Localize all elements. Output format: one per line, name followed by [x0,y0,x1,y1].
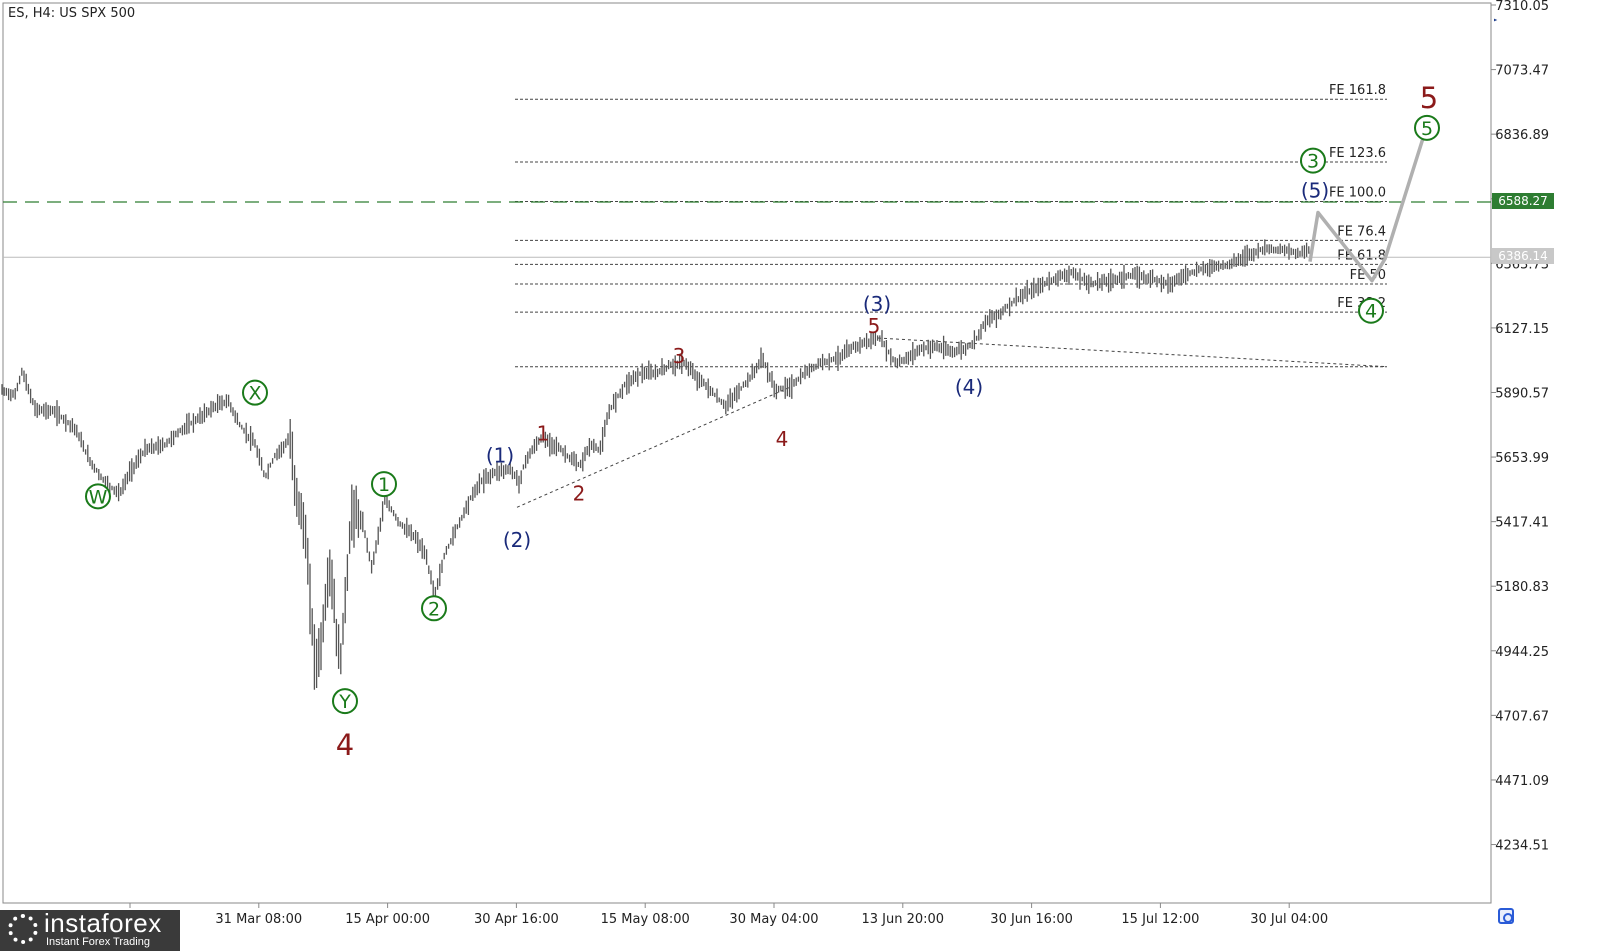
y-tick-label: 4944.25 [1495,645,1549,660]
y-tick-label: 6836.89 [1495,128,1549,143]
price-bars [1,239,1310,690]
current-price-value: 6386.14 [1498,249,1548,263]
trade-panel-icon[interactable]: t T [1494,12,1522,46]
wave-label: 2 [573,482,586,506]
wave-label-circled: 1 [371,471,397,498]
instaforex-logo: instaforex Instant Forex Trading [0,908,180,951]
x-tick-label: 15 Apr 00:00 [345,912,430,927]
green-level-tag [1492,193,1554,209]
fib-label: FE 76.4 [1337,224,1386,239]
wave-label: (4) [955,375,983,399]
x-tick-label: 31 Mar 08:00 [215,912,302,927]
wave-label-text: W [89,486,108,508]
plot-area [2,2,1492,904]
wave-label-circled: Y [332,688,358,715]
wave-label: 4 [776,427,789,451]
green-level-value: 6588.27 [1498,194,1548,208]
chart-settings-icon[interactable] [1498,908,1514,924]
y-tick-label: 5653.99 [1495,451,1549,466]
fib-label: FE 100.0 [1329,186,1386,201]
wave-projection [1308,121,1430,283]
trend-lines [516,337,1388,508]
fib-label: FE 61.8 [1337,248,1386,263]
fib-levels: FE 161.8FE 123.6FE 100.0FE 76.4FE 61.8FE… [515,83,1387,368]
y-tick-label: 4234.51 [1495,839,1549,854]
x-tick-label: 30 Jul 04:00 [1250,912,1328,927]
wave-circle [242,379,268,406]
wave-label: 5 [868,314,881,338]
chart-title: ES, H4: US SPX 500 [8,6,135,21]
wave-label-circled: X [242,379,268,406]
channel-line [877,337,1388,368]
price-markers: 6588.27 6386.14 [1492,193,1554,264]
wave-label: (3) [863,292,891,316]
y-tick-label: 7310.05 [1495,0,1549,14]
wave-circle [1300,147,1326,174]
wave-circle [371,471,397,498]
gear-logo-icon [8,914,38,944]
x-tick-label: 15 Jul 12:00 [1121,912,1199,927]
wave-label-circled: W [85,483,111,510]
current-price-tag [1492,248,1554,264]
wave-label: (1) [486,443,514,467]
wave-label-text: 1 [378,474,390,496]
y-tick-label: 7073.47 [1495,64,1549,79]
wave-label-large: 5 [1420,81,1438,115]
x-tick-label: 30 Apr 16:00 [474,912,559,927]
y-axis: 7310.057073.476836.896600.316363.736127.… [1491,0,1549,854]
wave-label-text: 4 [1365,301,1377,323]
wave-label: 3 [673,344,686,368]
wave-label-circled: 2 [421,595,447,622]
y-tick-label: 5417.41 [1495,516,1549,531]
y-tick-label: 6127.15 [1495,322,1549,337]
wave-label-text: 5 [1421,118,1433,140]
wave-circle [421,595,447,622]
logo-tagline: Instant Forex Trading [46,936,150,948]
x-tick-label: 30 Jun 16:00 [990,912,1073,927]
wave-label-large: 4 [336,728,354,762]
wave-circle [332,688,358,715]
wave-label-text: 3 [1307,151,1319,173]
y-tick-label: 4471.09 [1495,774,1549,789]
wave-label-circled: 5 [1414,114,1440,141]
wave-label-text: Y [338,691,351,713]
projection-path [1308,121,1430,283]
y-tick-label: 4707.67 [1495,709,1549,724]
price-series [1,239,1310,690]
wave-circle [85,483,111,510]
y-tick-label: 5890.57 [1495,386,1549,401]
x-tick-label: 15 May 08:00 [601,912,690,927]
wave-label-text: 2 [428,598,440,620]
channel-line [516,386,791,508]
wave-label: (2) [503,528,531,552]
x-tick-label: 30 May 04:00 [729,912,818,927]
fib-label: FE 161.8 [1329,83,1386,98]
wave-label-text: X [248,383,261,405]
wave-label-circled: 4 [1358,297,1384,324]
wave-label-circled: 3 [1300,147,1326,174]
wave-label: (5) [1301,179,1329,203]
wave-circle [1414,114,1440,141]
wave-label: 1 [537,422,550,446]
y-tick-label: 5180.83 [1495,580,1549,595]
logo-brand: instaforex [44,908,162,938]
x-tick-label: 13 Jun 20:00 [862,912,945,927]
wave-circle [1358,297,1384,324]
fib-label: FE 123.6 [1329,146,1386,161]
